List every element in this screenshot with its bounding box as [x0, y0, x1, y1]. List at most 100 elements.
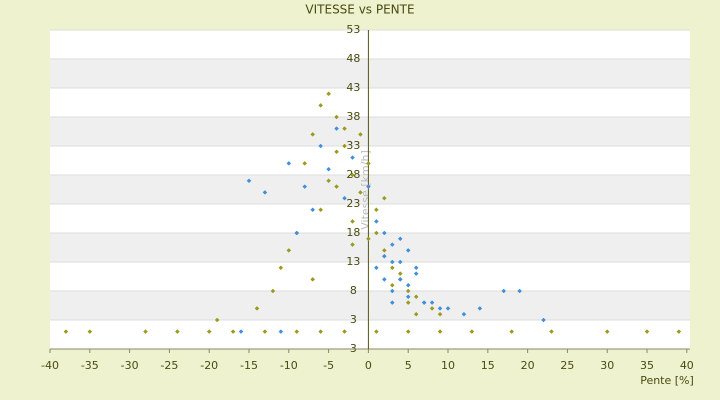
data-point	[405, 294, 411, 300]
x-tick-label: 20	[521, 359, 535, 372]
data-point	[358, 132, 363, 137]
x-tick-label: -15	[240, 359, 258, 372]
data-point	[294, 230, 300, 236]
x-tick-label: 25	[560, 359, 574, 372]
data-point	[541, 317, 546, 323]
x-tick-label: 10	[441, 359, 455, 372]
data-point	[286, 248, 292, 253]
data-point	[246, 178, 252, 184]
data-point	[413, 311, 419, 317]
data-point	[405, 248, 411, 253]
data-point	[262, 329, 268, 334]
data-point	[87, 329, 93, 334]
data-point	[405, 282, 411, 288]
data-point	[397, 259, 403, 265]
data-point	[461, 311, 467, 317]
data-point	[262, 190, 268, 195]
data-point	[397, 271, 403, 276]
data-point	[310, 277, 316, 282]
data-point	[381, 248, 387, 253]
data-point	[374, 265, 379, 271]
data-point	[63, 329, 69, 334]
data-point	[381, 230, 387, 236]
data-point	[334, 114, 339, 120]
y-tick-label: 48	[346, 52, 360, 65]
data-point	[342, 329, 347, 334]
data-point	[175, 329, 180, 334]
data-point	[206, 329, 212, 334]
data-point	[350, 155, 355, 160]
data-point	[405, 288, 411, 294]
data-point	[437, 329, 443, 334]
data-point	[413, 294, 419, 300]
data-point	[429, 306, 435, 311]
data-point	[326, 91, 331, 97]
grid-band	[50, 291, 690, 320]
x-tick-label: -35	[81, 359, 99, 372]
y-tick-label: 3	[350, 313, 357, 326]
x-tick-label: 30	[600, 359, 614, 372]
data-point	[278, 329, 284, 334]
data-point	[549, 329, 554, 334]
data-point	[334, 149, 339, 155]
data-point	[366, 236, 371, 242]
data-point	[350, 172, 355, 178]
x-tick-label: 35	[640, 359, 654, 372]
data-point	[413, 271, 419, 276]
chart-title: VITESSE vs PENTE	[305, 3, 414, 17]
x-tick-label: -40	[41, 359, 59, 372]
data-point	[389, 288, 395, 294]
grid-band	[50, 175, 690, 204]
data-point	[214, 317, 220, 323]
data-point	[445, 306, 451, 311]
data-point	[469, 329, 475, 334]
data-point	[310, 207, 316, 213]
data-point	[604, 329, 610, 334]
data-point	[270, 288, 276, 294]
grid-band	[50, 117, 690, 146]
data-point	[421, 300, 427, 305]
x-tick-label: -5	[323, 359, 334, 372]
data-point	[389, 242, 395, 247]
data-point	[389, 259, 395, 265]
data-point	[405, 300, 411, 305]
data-point	[437, 311, 443, 317]
data-point	[397, 236, 403, 242]
data-point	[389, 282, 395, 288]
y-tick-label: 53	[346, 23, 360, 36]
x-tick-label: 40	[680, 359, 694, 372]
data-point	[230, 329, 236, 334]
data-point	[381, 195, 387, 201]
data-point	[381, 277, 387, 282]
x-tick-label: 15	[481, 359, 495, 372]
data-point	[294, 329, 300, 334]
data-point	[334, 184, 339, 189]
data-point	[318, 207, 324, 213]
y-tick-label: 18	[346, 226, 360, 239]
data-point	[326, 178, 331, 184]
y-tick-label: 13	[346, 255, 360, 268]
data-point	[517, 288, 523, 294]
y-tick-label: 8	[350, 284, 357, 297]
data-point	[397, 277, 403, 282]
data-point	[358, 190, 363, 195]
data-point	[413, 265, 419, 271]
data-point	[350, 242, 355, 247]
y-tick-label: 38	[346, 110, 360, 123]
data-point	[374, 207, 379, 213]
grid-band	[50, 59, 690, 88]
data-point	[286, 161, 292, 166]
data-point	[334, 126, 339, 131]
data-point	[437, 306, 443, 311]
data-point	[302, 184, 308, 189]
data-point	[254, 306, 260, 311]
data-point	[342, 126, 347, 131]
data-point	[318, 143, 324, 149]
data-point	[342, 195, 347, 201]
data-point	[374, 219, 379, 224]
x-tick-label: -20	[200, 359, 218, 372]
data-point	[318, 329, 324, 334]
x-tick-label: -10	[280, 359, 298, 372]
data-point	[278, 265, 284, 271]
y-tick-label: 23	[346, 197, 360, 210]
